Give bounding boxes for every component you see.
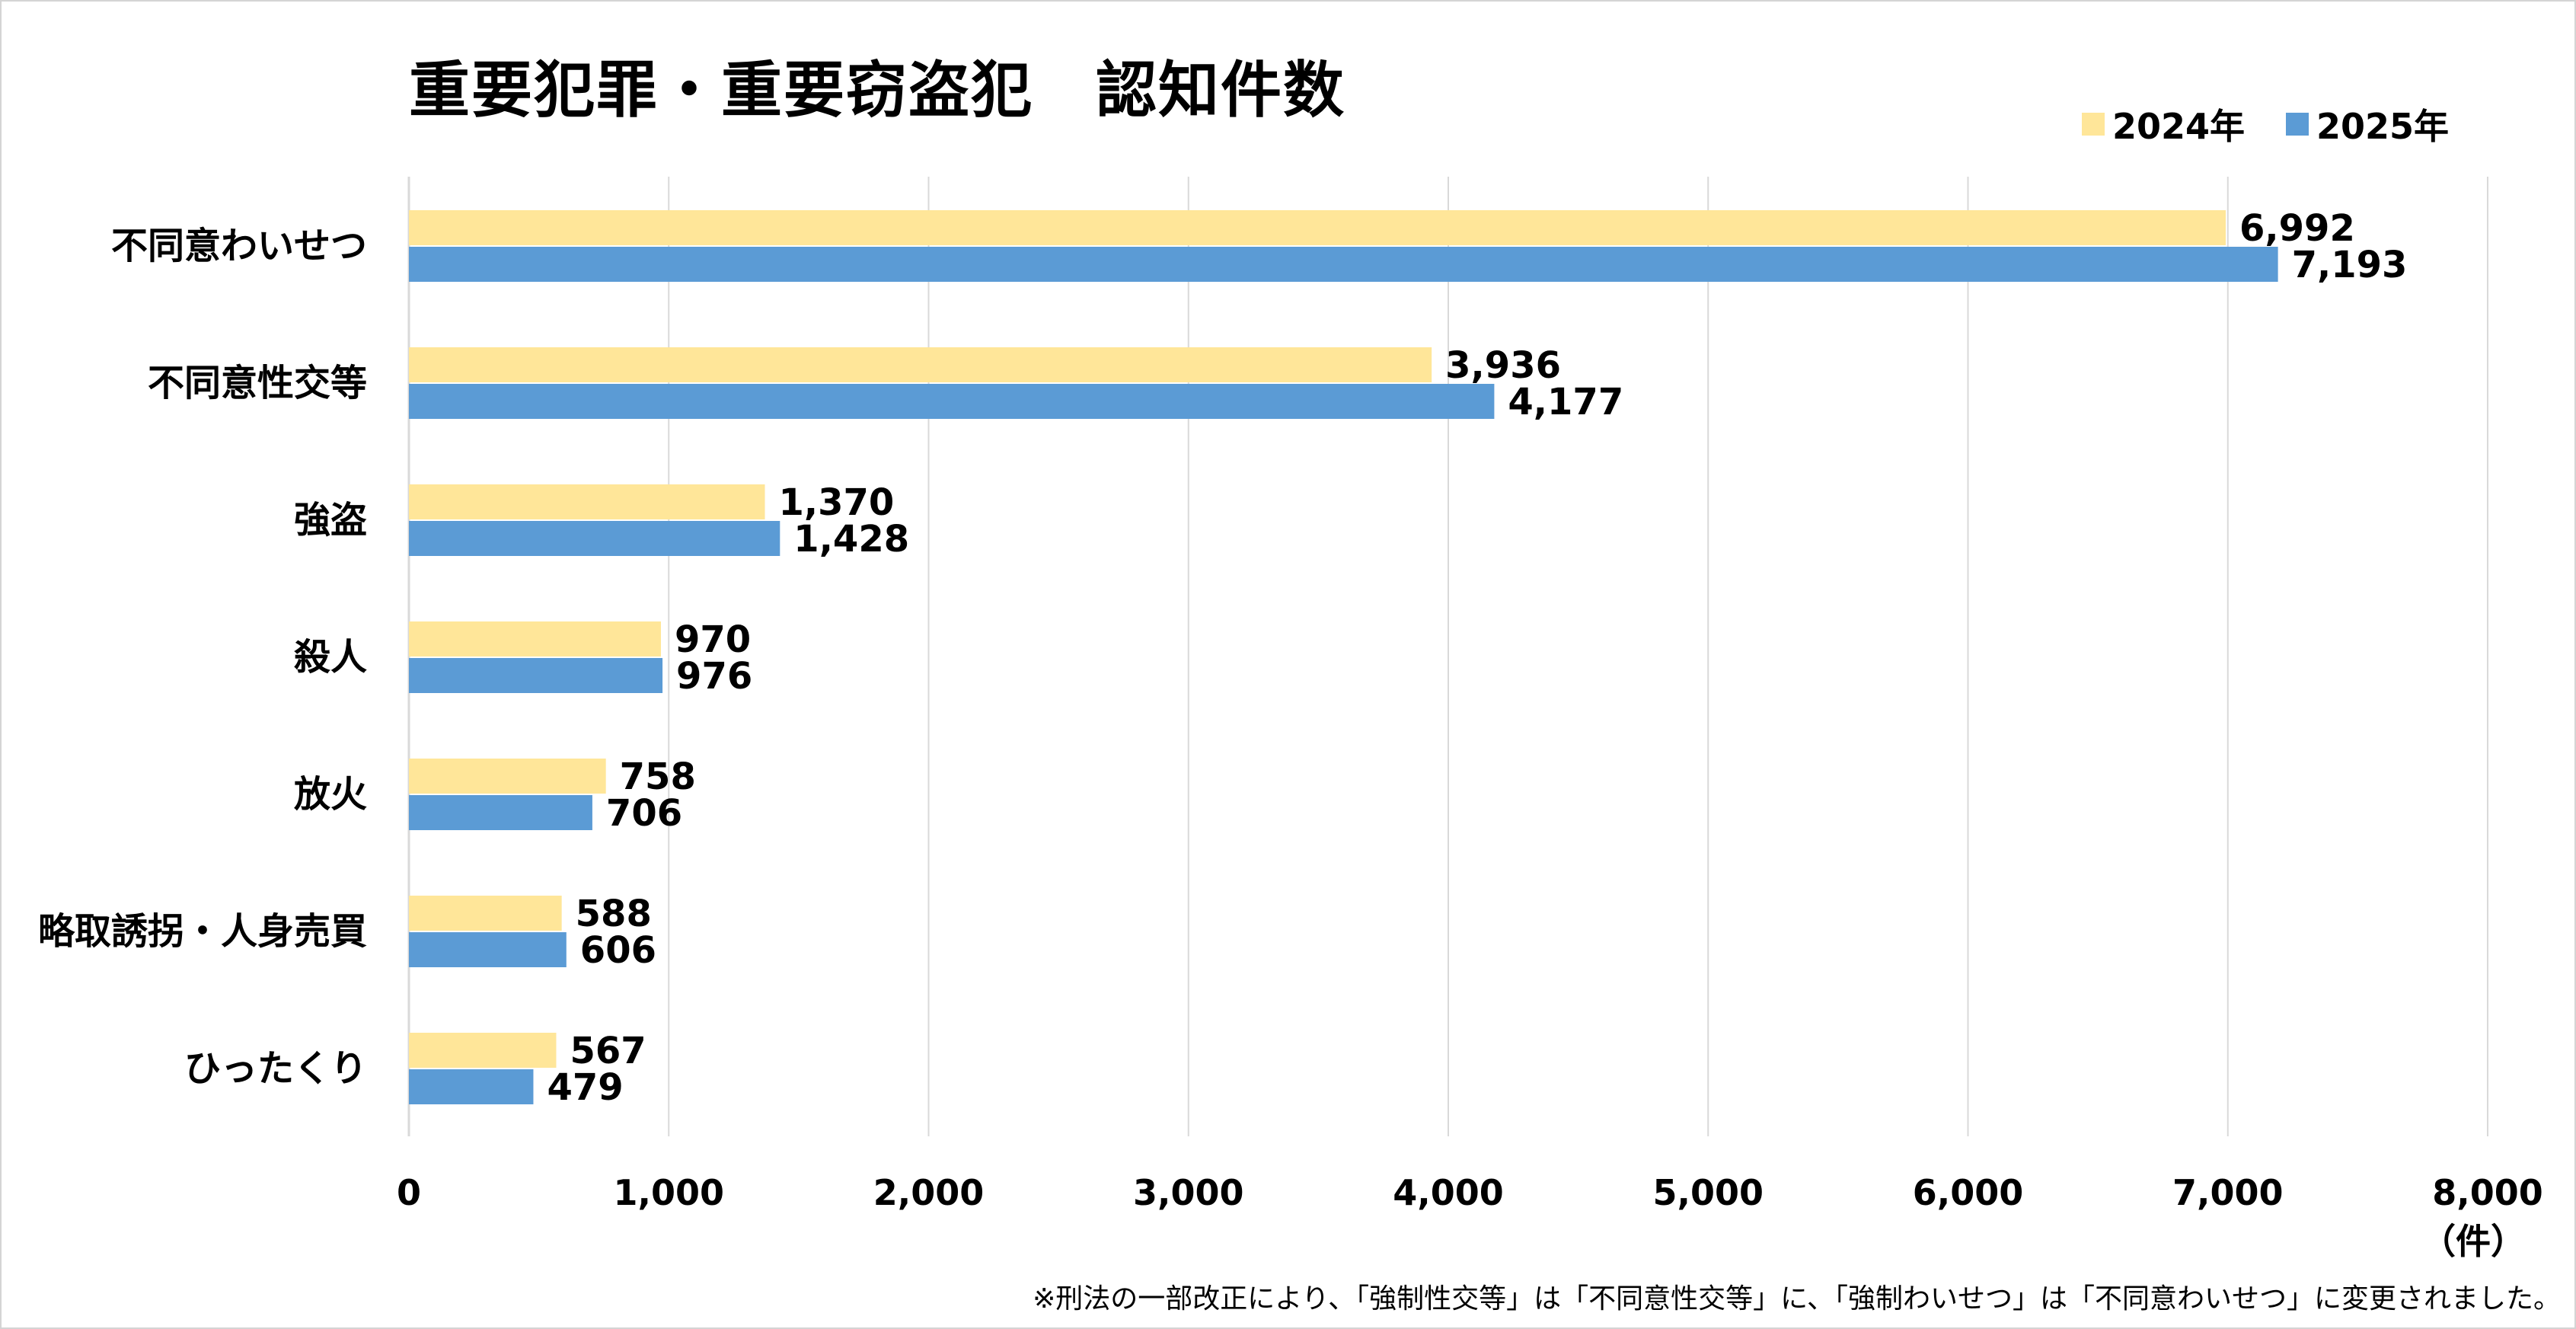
data-label: 970 — [675, 618, 751, 661]
legend-swatch-2025 — [2286, 113, 2309, 136]
x-tick-label: 6,000 — [1913, 1172, 2024, 1213]
data-label: 606 — [580, 929, 656, 972]
x-tick-label: 1,000 — [613, 1172, 724, 1213]
x-tick-label: 8,000 — [2432, 1172, 2543, 1213]
x-tick-label: 5,000 — [1652, 1172, 1764, 1213]
category-label: 放火 — [294, 773, 367, 816]
legend-label-2025: 2025年 — [2316, 106, 2450, 147]
bar-2024年 — [409, 896, 562, 931]
bar-2025年 — [409, 384, 1495, 419]
data-label: 3,936 — [1445, 344, 1561, 387]
bar-2024年 — [409, 621, 662, 657]
category-label: 殺人 — [294, 636, 367, 679]
category-label: ひったくり — [184, 1047, 367, 1090]
x-tick-label: 4,000 — [1393, 1172, 1504, 1213]
category-label: 不同意性交等 — [148, 362, 367, 404]
bar-2024年 — [409, 1033, 557, 1068]
data-label: 6,992 — [2239, 207, 2355, 250]
legend-item-2025: 2025年 — [2286, 99, 2449, 149]
data-label: 1,370 — [779, 481, 895, 524]
chart-title: 重要犯罪・重要窃盗犯 認知件数 — [409, 55, 1345, 126]
x-tick-label: 7,000 — [2172, 1172, 2284, 1213]
bar-2025年 — [409, 1069, 534, 1104]
bar-2025年 — [409, 521, 780, 556]
legend-swatch-2024 — [2082, 113, 2105, 136]
data-label: 1,428 — [793, 518, 909, 561]
x-tick-label: 0 — [397, 1172, 421, 1213]
legend-label-2024: 2024年 — [2112, 106, 2246, 147]
legend-item-2024: 2024年 — [2082, 99, 2245, 149]
bar-2025年 — [409, 658, 663, 693]
data-label: 588 — [576, 893, 652, 935]
bar-2024年 — [409, 759, 606, 794]
x-axis-unit-label: （件） — [2421, 1221, 2526, 1262]
bar-2025年 — [409, 932, 567, 967]
bar-2024年 — [409, 210, 2226, 245]
data-label: 7,193 — [2292, 244, 2408, 286]
data-label: 567 — [570, 1030, 646, 1072]
bar-2025年 — [409, 795, 592, 830]
data-label: 976 — [676, 655, 752, 698]
category-label: 略取誘拐・人身売買 — [38, 910, 367, 953]
data-label: 479 — [547, 1066, 623, 1109]
data-label: 758 — [620, 756, 696, 798]
data-label: 4,177 — [1508, 381, 1623, 423]
bar-2024年 — [409, 347, 1432, 382]
footnote: ※刑法の一部改正により、「強制性交等」は「不同意性交等」に、「強制わいせつ」は「… — [1033, 1283, 2561, 1315]
x-tick-label: 2,000 — [873, 1172, 985, 1213]
bar-2024年 — [409, 484, 765, 519]
x-tick-label: 3,000 — [1133, 1172, 1244, 1213]
category-label: 強盗 — [294, 499, 367, 542]
category-label: 不同意わいせつ — [111, 225, 367, 267]
legend: 2024年 2025年 — [2082, 99, 2449, 149]
bar-2025年 — [409, 247, 2278, 282]
data-label: 706 — [606, 792, 682, 835]
